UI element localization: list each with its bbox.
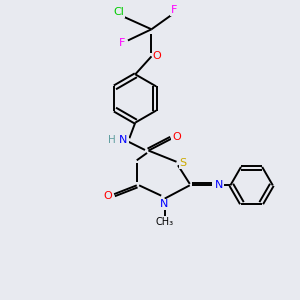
Text: O: O [104, 190, 112, 201]
Text: S: S [179, 158, 187, 168]
Text: N: N [215, 180, 224, 190]
Text: N: N [160, 200, 168, 209]
Text: F: F [119, 38, 125, 48]
Text: Cl: Cl [113, 7, 124, 17]
Text: O: O [172, 132, 181, 142]
Text: H: H [108, 135, 115, 145]
Text: O: O [152, 51, 161, 61]
Text: N: N [119, 135, 128, 145]
Text: CH₃: CH₃ [156, 217, 174, 226]
Text: F: F [171, 5, 178, 15]
